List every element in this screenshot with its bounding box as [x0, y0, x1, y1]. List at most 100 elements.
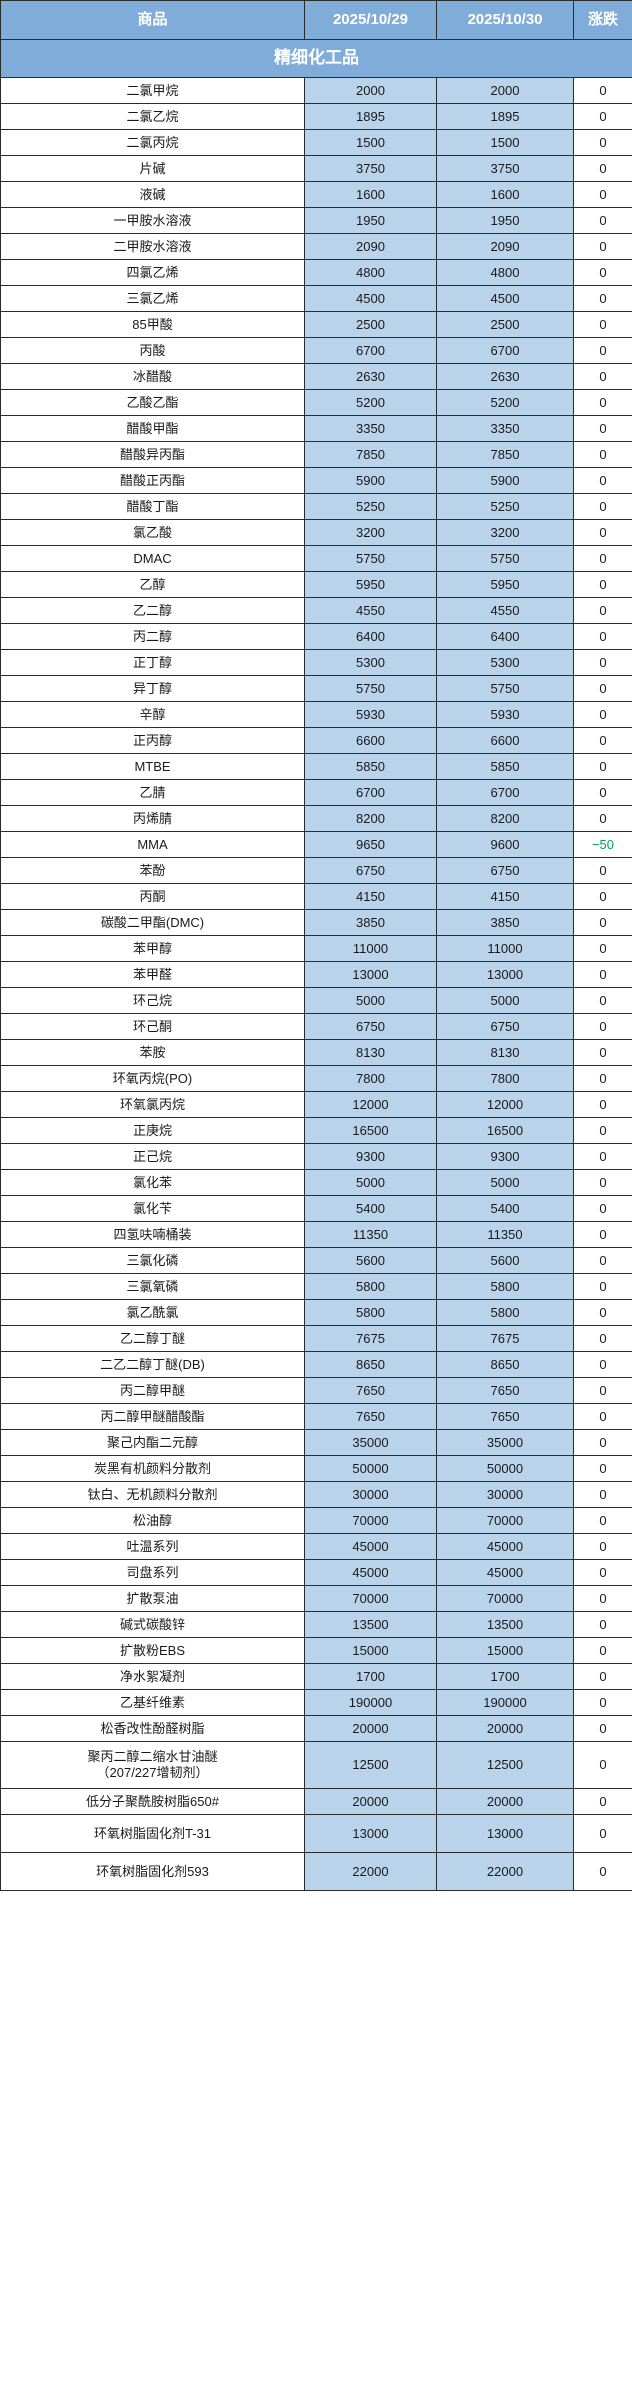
cell-product-name: 丙酸 [0, 337, 305, 364]
table-row: 丙烯腈 8200 8200 0 [0, 805, 632, 832]
cell-change: 0 [573, 1247, 632, 1274]
cell-price-date-2: 12500 [436, 1741, 574, 1789]
cell-price-date-2: 3850 [436, 909, 574, 936]
cell-price-date-2: 190000 [436, 1689, 574, 1716]
cell-change: 0 [573, 1663, 632, 1690]
price-table: 商品 2025/10/29 2025/10/30 涨跌 精细化工品 二氯甲烷 20… [0, 0, 632, 1891]
column-header-date-1[interactable]: 2025/10/29 [304, 0, 437, 40]
cell-price-date-1: 5250 [304, 493, 437, 520]
cell-change: 0 [573, 909, 632, 936]
table-row: 醋酸异丙酯 7850 7850 0 [0, 441, 632, 468]
cell-price-date-1: 16500 [304, 1117, 437, 1144]
cell-product-name: 醋酸正丙酯 [0, 467, 305, 494]
cell-price-date-2: 45000 [436, 1533, 574, 1560]
cell-product-name: 松香改性酚醛树脂 [0, 1715, 305, 1742]
cell-change: 0 [573, 1481, 632, 1508]
cell-price-date-1: 15000 [304, 1637, 437, 1664]
cell-price-date-2: 3200 [436, 519, 574, 546]
cell-product-name: 乙酸乙酯 [0, 389, 305, 416]
cell-product-name: 85甲酸 [0, 311, 305, 338]
table-body: 二氯甲烷 2000 2000 0 二氯乙烷 1895 1895 0 二氯丙烷 1500 1500 0 片… [0, 77, 632, 1891]
cell-price-date-1: 6700 [304, 337, 437, 364]
cell-product-name: 碱式碳酸锌 [0, 1611, 305, 1638]
cell-product-name: 二乙二醇丁醚(DB) [0, 1351, 305, 1378]
cell-change: 0 [573, 571, 632, 598]
cell-price-date-2: 6700 [436, 337, 574, 364]
cell-product-name: 三氯氧磷 [0, 1273, 305, 1300]
cell-price-date-2: 15000 [436, 1637, 574, 1664]
cell-change: 0 [573, 1169, 632, 1196]
cell-price-date-2: 6600 [436, 727, 574, 754]
cell-price-date-2: 5000 [436, 987, 574, 1014]
table-row: MTBE 5850 5850 0 [0, 753, 632, 780]
cell-price-date-2: 5900 [436, 467, 574, 494]
cell-price-date-2: 35000 [436, 1429, 574, 1456]
cell-price-date-1: 30000 [304, 1481, 437, 1508]
cell-product-name: 氯乙酸 [0, 519, 305, 546]
cell-product-name: 四氢呋喃桶装 [0, 1221, 305, 1248]
table-row: 辛醇 5930 5930 0 [0, 701, 632, 728]
table-row: 吐温系列 45000 45000 0 [0, 1533, 632, 1560]
cell-change: 0 [573, 727, 632, 754]
cell-product-name: 环氧丙烷(PO) [0, 1065, 305, 1092]
cell-price-date-2: 5930 [436, 701, 574, 728]
table-row: 正丁醇 5300 5300 0 [0, 649, 632, 676]
cell-price-date-2: 8650 [436, 1351, 574, 1378]
cell-change: 0 [573, 181, 632, 208]
cell-price-date-2: 4550 [436, 597, 574, 624]
cell-change: 0 [573, 285, 632, 312]
cell-price-date-2: 4150 [436, 883, 574, 910]
table-row: 松香改性酚醛树脂 20000 20000 0 [0, 1715, 632, 1742]
cell-price-date-1: 8200 [304, 805, 437, 832]
cell-change: 0 [573, 1689, 632, 1716]
cell-product-name: 丙二醇 [0, 623, 305, 650]
column-header-product[interactable]: 商品 [0, 0, 305, 40]
cell-product-name: 二氯乙烷 [0, 103, 305, 130]
table-row: 三氯氧磷 5800 5800 0 [0, 1273, 632, 1300]
cell-price-date-1: 4800 [304, 259, 437, 286]
table-row: 炭黑有机颜料分散剂 50000 50000 0 [0, 1455, 632, 1482]
cell-price-date-2: 3350 [436, 415, 574, 442]
cell-change: 0 [573, 493, 632, 520]
table-row: 乙二醇 4550 4550 0 [0, 597, 632, 624]
cell-price-date-2: 2500 [436, 311, 574, 338]
cell-price-date-1: 7800 [304, 1065, 437, 1092]
table-row: 四氢呋喃桶装 11350 11350 0 [0, 1221, 632, 1248]
column-header-date-2[interactable]: 2025/10/30 [436, 0, 574, 40]
cell-price-date-1: 4550 [304, 597, 437, 624]
cell-change: 0 [573, 311, 632, 338]
cell-change: 0 [573, 155, 632, 182]
cell-price-date-1: 5750 [304, 675, 437, 702]
table-row: 低分子聚酰胺树脂650# 20000 20000 0 [0, 1788, 632, 1815]
cell-price-date-1: 8130 [304, 1039, 437, 1066]
cell-price-date-2: 13500 [436, 1611, 574, 1638]
cell-change: 0 [573, 649, 632, 676]
cell-price-date-2: 45000 [436, 1559, 574, 1586]
cell-change: 0 [573, 1143, 632, 1170]
cell-change: 0 [573, 103, 632, 130]
cell-product-name: 片碱 [0, 155, 305, 182]
table-row: 氯化苯 5000 5000 0 [0, 1169, 632, 1196]
cell-change: 0 [573, 935, 632, 962]
column-header-change[interactable]: 涨跌 [573, 0, 632, 40]
cell-product-name: 丙二醇甲醚醋酸酯 [0, 1403, 305, 1430]
cell-price-date-1: 13000 [304, 961, 437, 988]
cell-product-name: DMAC [0, 545, 305, 572]
cell-price-date-1: 3350 [304, 415, 437, 442]
section-banner-row: 精细化工品 [0, 39, 632, 78]
cell-change: 0 [573, 259, 632, 286]
cell-price-date-2: 5000 [436, 1169, 574, 1196]
cell-price-date-2: 6750 [436, 857, 574, 884]
table-row: 三氯乙烯 4500 4500 0 [0, 285, 632, 312]
cell-price-date-2: 20000 [436, 1715, 574, 1742]
cell-price-date-1: 70000 [304, 1585, 437, 1612]
table-row: 液碱 1600 1600 0 [0, 181, 632, 208]
cell-price-date-2: 6750 [436, 1013, 574, 1040]
cell-price-date-1: 1600 [304, 181, 437, 208]
cell-change: 0 [573, 1715, 632, 1742]
table-row: DMAC 5750 5750 0 [0, 545, 632, 572]
cell-product-name: 环氧树脂固化剂593 [0, 1852, 305, 1891]
table-row: 环氧氯丙烷 12000 12000 0 [0, 1091, 632, 1118]
table-row: 环氧树脂固化剂T-31 13000 13000 0 [0, 1814, 632, 1853]
cell-price-date-2: 22000 [436, 1852, 574, 1891]
